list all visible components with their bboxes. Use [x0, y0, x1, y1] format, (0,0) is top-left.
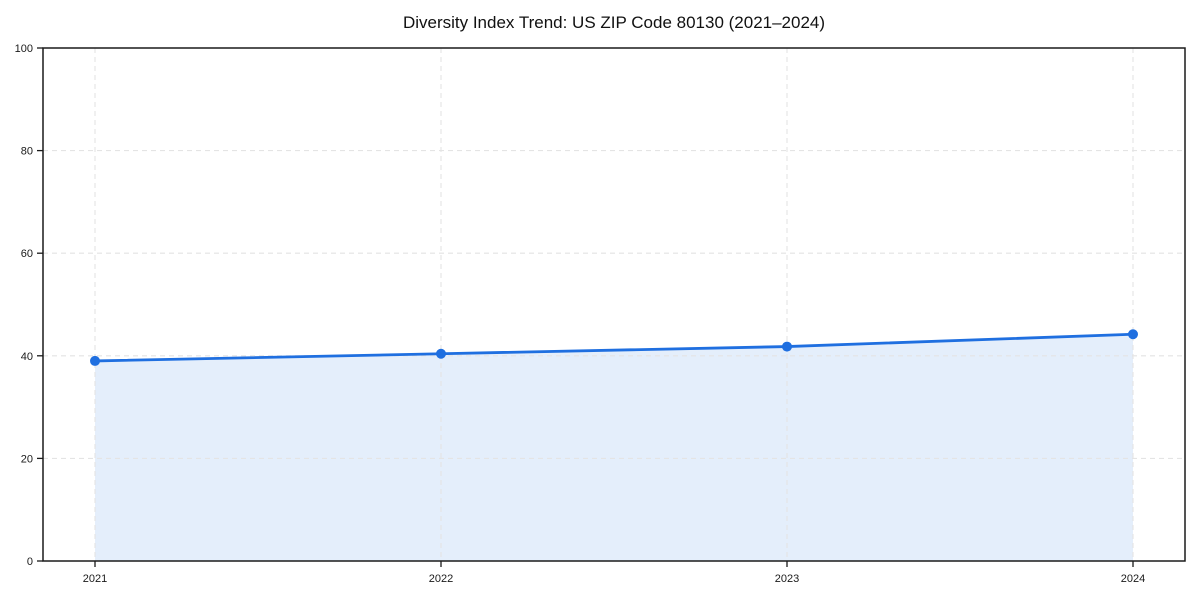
y-tick-label: 60	[21, 248, 33, 260]
x-tick-label: 2023	[775, 573, 799, 585]
plot-border	[42, 47, 1186, 562]
y-tick-label: 40	[21, 351, 33, 363]
area-fill	[95, 334, 1133, 561]
y-tick-label: 100	[15, 43, 33, 55]
chart-title: Diversity Index Trend: US ZIP Code 80130…	[402, 13, 826, 32]
x-tick-label: 2021	[83, 573, 107, 585]
y-tick-label: 80	[21, 146, 33, 158]
data-point-marker	[436, 348, 446, 359]
y-tick-label: 20	[21, 453, 33, 465]
data-point-marker	[782, 341, 792, 352]
x-tick-label: 2022	[429, 573, 453, 585]
x-tick-label: 2024	[1121, 573, 1145, 585]
data-point-marker	[90, 355, 100, 366]
data-point-marker	[1128, 329, 1138, 340]
trend-line	[93, 332, 1135, 363]
y-tick-label: 0	[27, 556, 33, 568]
